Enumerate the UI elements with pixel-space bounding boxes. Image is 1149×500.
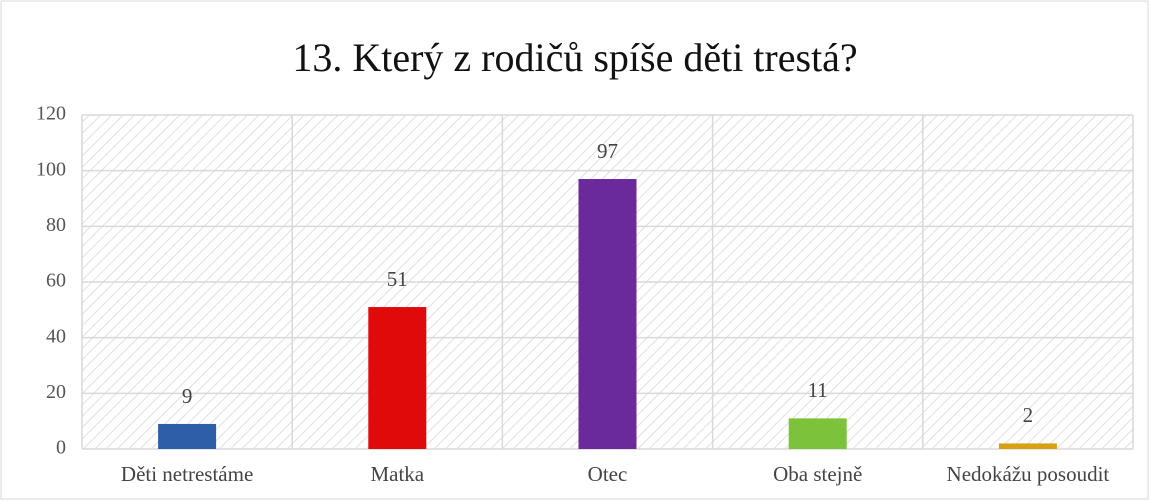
x-tick-label: Matka (370, 462, 424, 486)
y-tick-label: 40 (46, 325, 66, 347)
chart-title: 13. Který z rodičů spíše děti trestá? (292, 35, 857, 80)
bar (368, 307, 427, 449)
bar (998, 443, 1057, 449)
data-label: 2 (1023, 403, 1034, 427)
y-tick-label: 100 (36, 158, 66, 180)
data-label: 97 (597, 139, 618, 163)
bar (578, 179, 637, 449)
x-tick-label: Oba stejně (773, 462, 862, 486)
y-tick-label: 120 (36, 103, 66, 125)
data-label: 11 (808, 378, 828, 402)
y-tick-label: 0 (56, 437, 66, 459)
x-tick-label: Nedokážu posoudit (947, 462, 1110, 486)
data-label: 9 (182, 384, 193, 408)
y-tick-label: 80 (46, 214, 66, 236)
data-label: 51 (387, 267, 408, 291)
bar (158, 423, 217, 449)
x-tick-label: Děti netrestáme (121, 462, 253, 486)
x-tick-label: Otec (588, 462, 628, 486)
y-tick-label: 60 (46, 270, 66, 292)
bar (788, 418, 847, 449)
y-tick-label: 20 (46, 381, 66, 403)
